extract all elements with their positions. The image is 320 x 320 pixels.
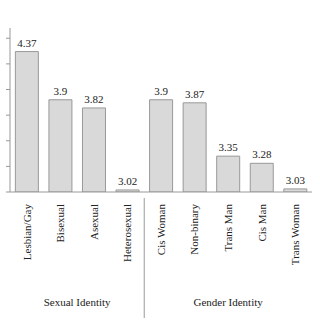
svg-text:Gender Identity: Gender Identity [193, 296, 263, 308]
svg-text:3.87: 3.87 [185, 88, 205, 100]
svg-text:3.9: 3.9 [54, 85, 68, 97]
svg-text:4.37: 4.37 [17, 37, 37, 49]
svg-text:3.28: 3.28 [252, 148, 272, 160]
svg-text:Sexual Identity: Sexual Identity [44, 296, 111, 308]
svg-text:3.9: 3.9 [154, 85, 168, 97]
svg-text:Bisexual: Bisexual [54, 204, 66, 243]
svg-text:Asexual: Asexual [88, 204, 100, 240]
svg-text:Cis Woman: Cis Woman [155, 204, 167, 256]
svg-text:3.82: 3.82 [84, 93, 103, 105]
svg-text:Heterosexual: Heterosexual [121, 204, 133, 262]
svg-text:Trans Woman: Trans Woman [289, 204, 301, 266]
svg-text:3.35: 3.35 [219, 141, 239, 153]
svg-text:Lesbian/Gay: Lesbian/Gay [21, 204, 33, 261]
svg-text:Non-binary: Non-binary [188, 204, 200, 255]
svg-text:Trans Man: Trans Man [222, 204, 234, 252]
svg-text:Cis Man: Cis Man [256, 204, 268, 242]
svg-text:3.02: 3.02 [118, 175, 137, 187]
svg-text:3.03: 3.03 [286, 174, 306, 186]
